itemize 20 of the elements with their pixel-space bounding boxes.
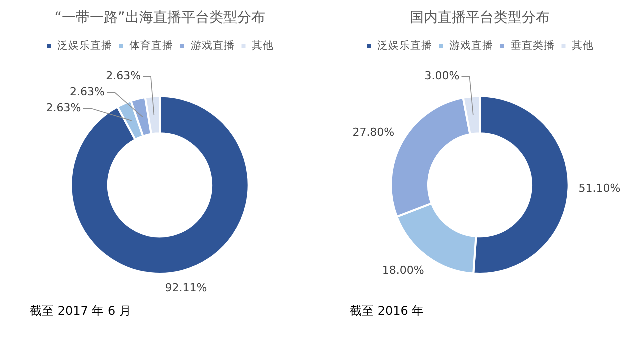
data-label: 2.63% — [70, 86, 105, 99]
data-label: 3.00% — [424, 70, 460, 83]
text: 截至 2017 年 6 月 — [30, 304, 132, 318]
chart-title: 国内直播平台类型分布 — [410, 10, 550, 26]
text: 截至 2016 年 — [350, 304, 424, 318]
data-label: 2.63% — [106, 70, 142, 83]
legend-label: 垂直类播 — [510, 38, 555, 52]
legend-label: 泛娱乐直播 — [377, 38, 432, 52]
legend-label: 泛娱乐直播 — [57, 38, 112, 52]
data-label: 51.10% — [578, 182, 621, 195]
legend-label: 游戏直播 — [450, 38, 494, 52]
data-label: 92.11% — [165, 282, 208, 295]
chart-title: “一带一路”出海直播平台类型分布 — [54, 10, 266, 26]
legend-label: 体育直播 — [130, 38, 174, 52]
data-label: 18.00% — [382, 264, 424, 277]
legend-label: 其他 — [252, 38, 274, 52]
data-label: 27.80% — [352, 126, 395, 140]
legend-label: 游戏直播 — [190, 38, 235, 52]
legend-label: 其他 — [572, 38, 594, 52]
data-label: 2.63% — [46, 102, 82, 115]
